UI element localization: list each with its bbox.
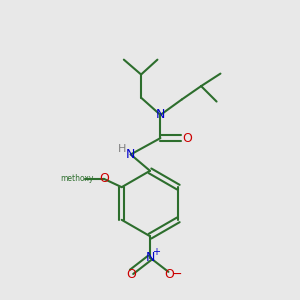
Text: O: O — [182, 132, 192, 145]
Text: methoxy: methoxy — [60, 174, 94, 183]
Text: N: N — [126, 148, 135, 161]
Text: +: + — [152, 247, 160, 256]
Text: N: N — [156, 108, 165, 122]
Text: N: N — [145, 251, 155, 264]
Text: O: O — [165, 268, 175, 281]
Text: O: O — [99, 172, 109, 185]
Text: O: O — [127, 268, 136, 281]
Text: H: H — [118, 144, 126, 154]
Text: −: − — [172, 268, 183, 281]
